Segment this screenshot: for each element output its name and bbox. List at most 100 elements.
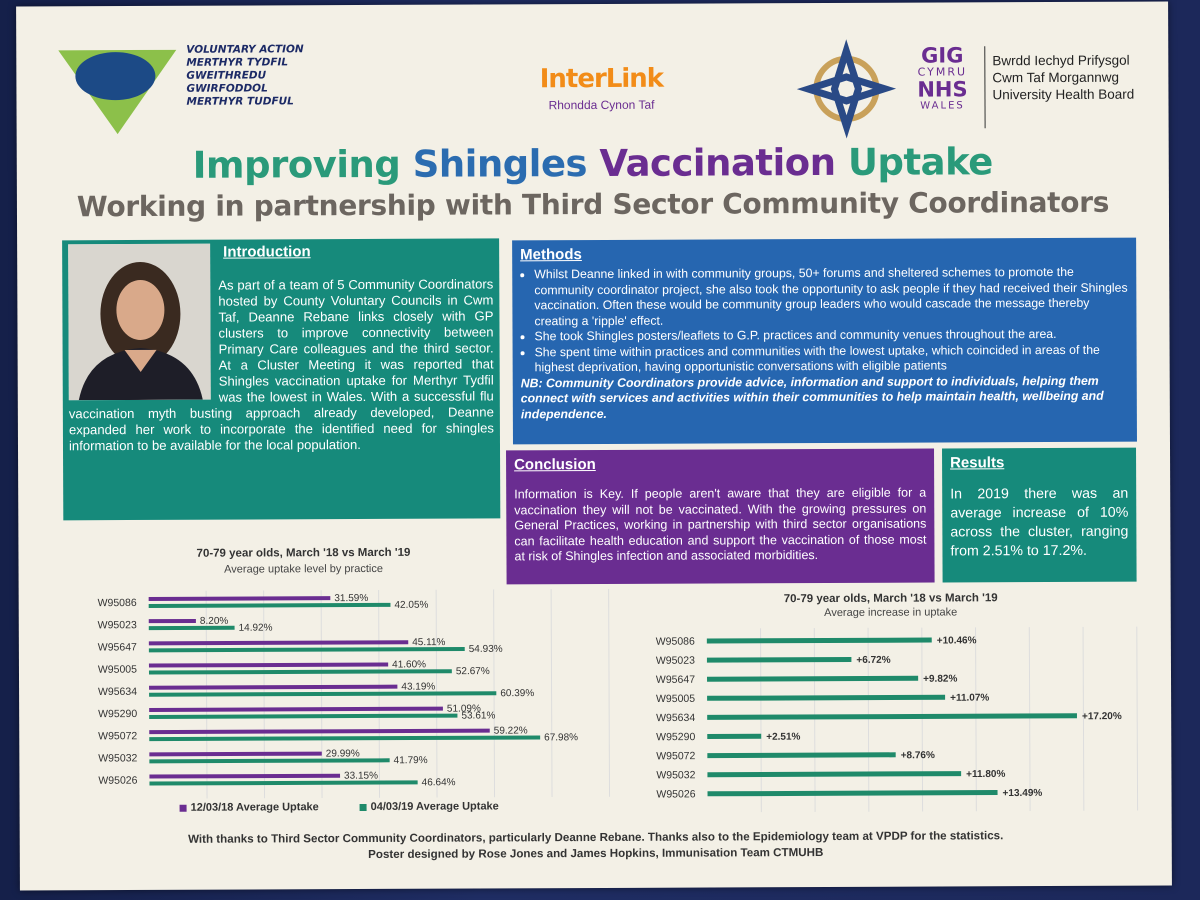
results-text: In 2019 there was an average increase of… xyxy=(950,485,1129,560)
methods-bullet: Whilst Deanne linked in with community g… xyxy=(534,265,1130,330)
gridline xyxy=(867,627,870,812)
legend-swatch xyxy=(179,804,187,812)
results-panel: Results In 2019 there was an average inc… xyxy=(942,447,1137,583)
data-label: 42.05% xyxy=(394,600,428,611)
methods-heading: Methods xyxy=(520,246,582,264)
data-label: 59.22% xyxy=(494,725,528,736)
data-label: +2.51% xyxy=(766,732,800,743)
bar xyxy=(148,662,389,668)
category-label: W95023 xyxy=(98,619,137,631)
data-label: 14.92% xyxy=(239,623,273,634)
bar xyxy=(707,790,998,797)
bar xyxy=(149,691,497,697)
gridline xyxy=(550,589,553,797)
voluntary-action-logo: VOLUNTARY ACTION MERTHYR TYDFIL GWEITHRE… xyxy=(58,41,318,142)
poster-title: Improving Shingles Vaccination Uptake xyxy=(192,140,993,187)
bar xyxy=(149,713,458,719)
nhs-logo: GIG CYMRU NHS WALES Bwrdd Iechyd Prifysg… xyxy=(796,38,1156,140)
gridline xyxy=(921,627,924,812)
gridline xyxy=(760,628,762,813)
methods-note: NB: Community Coordinators provide advic… xyxy=(520,373,1104,421)
gridline xyxy=(1028,627,1031,812)
category-label: W95647 xyxy=(98,641,137,653)
data-label: 53.61% xyxy=(461,710,495,721)
bar xyxy=(149,758,390,764)
health-board-name: Bwrdd Iechyd Prifysgol Cwm Taf Morgannwg… xyxy=(992,52,1135,103)
bar xyxy=(148,618,196,624)
chart-subtitle: Average uptake level by practice xyxy=(224,563,383,576)
category-label: W95023 xyxy=(656,655,695,667)
gridline xyxy=(813,628,816,812)
introduction-heading: Introduction xyxy=(223,243,311,261)
poster-subtitle: Working in partnership with Third Sector… xyxy=(76,185,1110,224)
legend-swatch xyxy=(359,803,367,811)
bar xyxy=(706,637,932,644)
bar xyxy=(707,694,946,701)
data-label: 41.60% xyxy=(392,659,426,670)
data-label: 67.98% xyxy=(544,732,578,743)
bar xyxy=(149,780,418,786)
bar xyxy=(149,684,398,690)
data-label: +6.72% xyxy=(856,655,890,666)
uptake-by-practice-chart: 70-79 year olds, March '18 vs March '19 A… xyxy=(98,547,611,799)
bar xyxy=(707,752,896,759)
gridline xyxy=(608,588,611,797)
data-label: 31.59% xyxy=(334,593,368,604)
chart-subtitle: Average increase in uptake xyxy=(824,606,957,619)
logo-divider xyxy=(984,46,986,129)
data-label: 52.67% xyxy=(456,666,490,677)
data-label: 41.79% xyxy=(394,755,428,766)
bar xyxy=(707,713,1077,720)
category-label: W95005 xyxy=(98,664,137,676)
data-label: 8.20% xyxy=(200,616,229,627)
interlink-subtitle: Rhondda Cynon Taf xyxy=(548,97,655,113)
bar xyxy=(148,640,409,646)
bar xyxy=(148,669,452,675)
data-label: 54.93% xyxy=(469,644,503,655)
data-label: 29.99% xyxy=(326,748,360,759)
chart-title: 70-79 year olds, March '18 vs March '19 xyxy=(784,592,998,605)
introduction-text: As part of a team of 5 Community Coordin… xyxy=(68,276,494,454)
introduction-panel: Introduction As part of a team of 5 Comm… xyxy=(62,238,501,521)
results-heading: Results xyxy=(950,454,1005,472)
data-label: 46.64% xyxy=(422,777,456,788)
bar xyxy=(148,596,331,601)
category-label: W95072 xyxy=(656,750,695,762)
category-label: W95086 xyxy=(98,597,137,609)
category-label: W95647 xyxy=(656,674,695,686)
gridline xyxy=(1136,626,1139,811)
data-label: +10.46% xyxy=(937,635,977,646)
data-label: 45.11% xyxy=(412,637,445,648)
data-label: +11.80% xyxy=(966,769,1005,780)
category-label: W95026 xyxy=(98,775,137,787)
celtic-knot-emblem xyxy=(796,39,897,139)
category-label: W95634 xyxy=(98,686,137,698)
category-label: W95032 xyxy=(98,752,137,764)
category-label: W95032 xyxy=(656,769,695,781)
interlink-logo: InterLink Rhondda Cynon Taf xyxy=(531,42,671,133)
bar xyxy=(707,733,762,740)
data-label: +13.49% xyxy=(1003,788,1043,799)
category-label: W95005 xyxy=(656,693,695,705)
bar xyxy=(707,771,962,778)
data-label: +17.20% xyxy=(1082,711,1122,722)
bar xyxy=(149,706,443,712)
category-label: W95026 xyxy=(656,788,695,800)
bar xyxy=(149,751,322,757)
conclusion-heading: Conclusion xyxy=(514,455,596,474)
bar xyxy=(149,735,541,742)
methods-bullet: She spent time within practices and comm… xyxy=(535,342,1131,376)
methods-panel: Methods Whilst Deanne linked in with com… xyxy=(512,237,1137,445)
data-label: 51.09% xyxy=(447,703,481,714)
data-label: 33.15% xyxy=(344,771,378,782)
methods-list: Whilst Deanne linked in with community g… xyxy=(520,265,1130,376)
poster-footer: With thanks to Third Sector Community Co… xyxy=(20,827,1172,864)
bar xyxy=(149,728,490,735)
voluntary-action-emblem xyxy=(58,49,177,135)
increase-in-uptake-chart: 70-79 year olds, March '18 vs March '19A… xyxy=(656,592,1139,813)
person-photo xyxy=(68,243,211,401)
bar xyxy=(148,602,391,608)
data-label: +9.82% xyxy=(923,674,957,685)
bar xyxy=(148,625,235,631)
portrait-photo xyxy=(68,243,211,401)
